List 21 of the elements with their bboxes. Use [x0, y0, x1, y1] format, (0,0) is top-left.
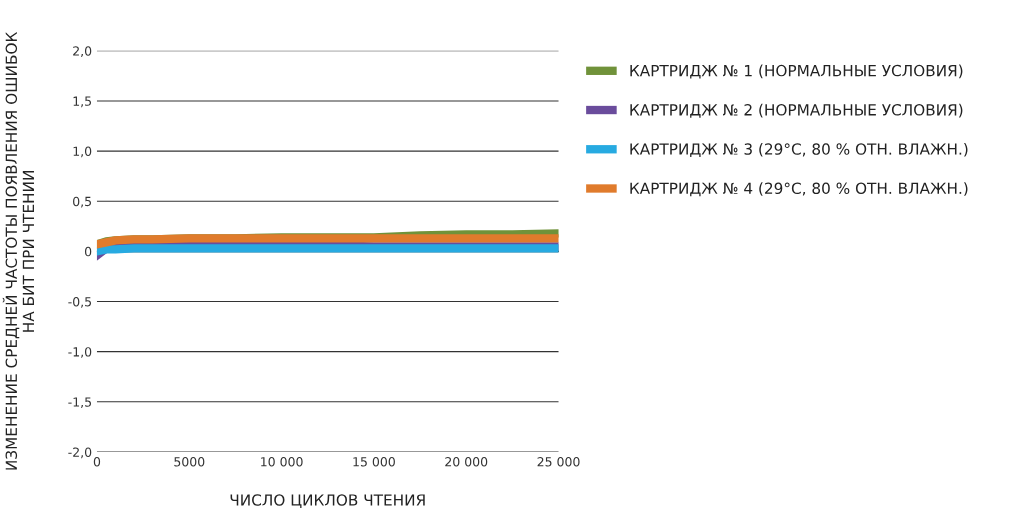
y-axis-title: ИЗМЕНЕНИЕ СРЕДНЕЙ ЧАСТОТЫ ПОЯВЛЕНИЯ ОШИБОК НА БИТ ПРИ ЧТЕНИИ	[2, 31, 34, 470]
y-tick-label: -1,5	[68, 397, 92, 409]
x-axis-title: ЧИСЛО ЦИКЛОВ ЧТЕНИЯ	[230, 494, 425, 508]
y-tick-label: 0,5	[73, 196, 92, 208]
legend-label: КАРТРИДЖ № 3 (29°C, 80 % ОТН. ВЛАЖН.)	[630, 143, 968, 157]
x-tick-label: 25 000	[537, 457, 580, 467]
x-tick-label: 0	[93, 457, 101, 467]
legend-label: КАРТРИДЖ № 4 (29°C, 80 % ОТН. ВЛАЖН.)	[630, 182, 968, 197]
x-tick-label: 15 000	[353, 457, 395, 467]
y-tick-label: -2,0	[68, 447, 92, 459]
y-tick-label: 1,5	[73, 96, 92, 108]
legend-label: КАРТРИДЖ № 2 (НОРМАЛЬНЫЕ УСЛОВИЯ)	[630, 103, 963, 118]
x-tick-label: 20 000	[445, 457, 488, 467]
y-tick-label: 2,0	[73, 46, 92, 57]
y-tick-label: 0	[84, 246, 92, 257]
y-tick-label: 1,0	[73, 146, 92, 158]
legend-label: КАРТРИДЖ № 1 (НОРМАЛЬНЫЕ УСЛОВИЯ)	[630, 64, 963, 79]
x-tick-label: 5000	[174, 457, 205, 467]
y-tick-label: -1,0	[68, 347, 92, 358]
y-tick-label: -0,5	[68, 296, 92, 308]
x-tick-label: 10 000	[261, 457, 303, 467]
